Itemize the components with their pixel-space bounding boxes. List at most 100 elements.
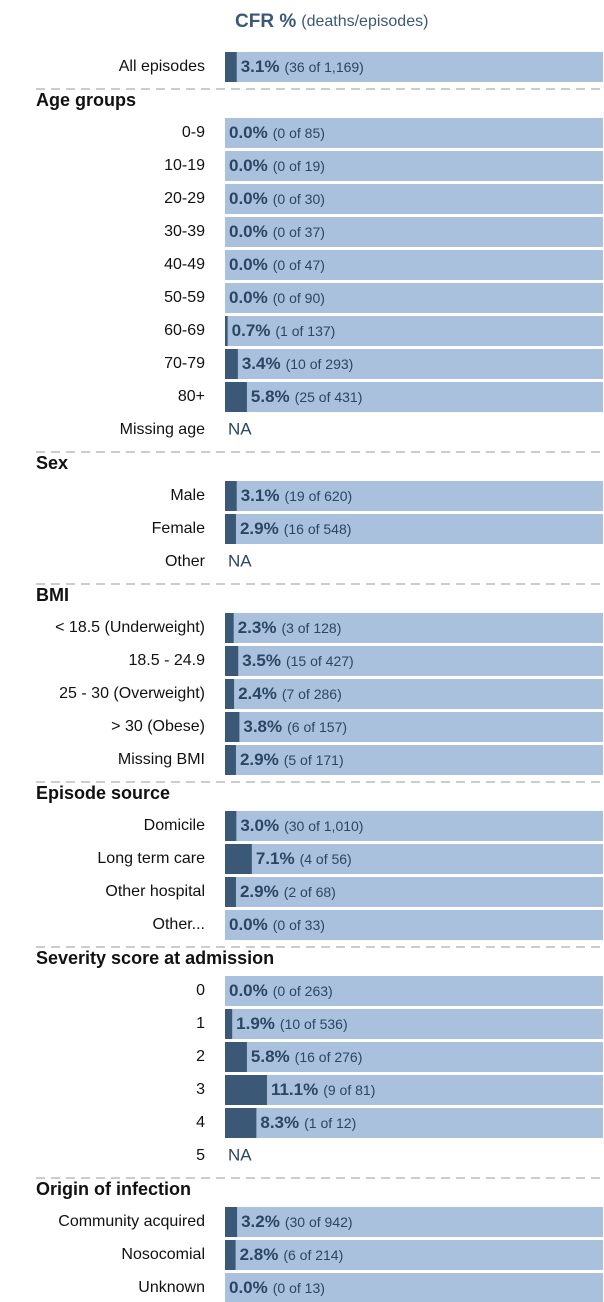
bar: [225, 613, 234, 643]
value-text: 0.0% (0 of 33): [229, 915, 325, 934]
value-label: NA: [228, 1145, 252, 1164]
group-title: Origin of infection: [36, 1179, 191, 1199]
row-label: 0: [196, 982, 205, 999]
group-title: Age groups: [36, 90, 136, 110]
group-title: Episode source: [36, 783, 170, 803]
bar-track: [225, 481, 603, 511]
value-label: 0.0%: [229, 915, 268, 934]
row-label: 4: [196, 1114, 205, 1131]
row-detail: (30 of 942): [285, 1214, 353, 1230]
row-detail: (16 of 548): [284, 521, 352, 537]
bar: [225, 52, 237, 82]
row-label: Domicile: [144, 817, 205, 834]
row-label: 5: [196, 1147, 205, 1164]
bar: [225, 514, 236, 544]
bar-track: [225, 613, 603, 643]
group-title: BMI: [36, 585, 69, 605]
value-text: 0.0% (0 of 37): [229, 222, 325, 241]
bar: [225, 877, 236, 907]
bar-track: [225, 745, 603, 775]
row-label: > 30 (Obese): [111, 718, 205, 735]
row-label: 2: [196, 1048, 205, 1065]
value-label: 3.1%: [241, 57, 280, 76]
value-label: 0.0%: [229, 189, 268, 208]
bar: [225, 745, 236, 775]
bar: [225, 316, 228, 346]
bar: [225, 811, 237, 841]
value-text: 0.7% (1 of 137): [232, 321, 336, 340]
bar-track: [225, 349, 603, 379]
value-label: 2.8%: [240, 1245, 279, 1264]
value-text: 3.2% (30 of 942): [241, 1212, 352, 1231]
bar-track: [225, 679, 603, 709]
row-label: Female: [152, 520, 205, 537]
row-label: All episodes: [119, 58, 205, 75]
value-text: 8.3% (1 of 12): [260, 1113, 356, 1132]
value-label: NA: [228, 419, 252, 438]
bar-track: [225, 844, 603, 874]
row-detail: (0 of 33): [273, 917, 325, 933]
value-label: 5.8%: [251, 1047, 290, 1066]
row-detail: (0 of 30): [273, 191, 325, 207]
row-detail: (30 of 1,010): [284, 818, 363, 834]
value-label: 2.9%: [240, 882, 279, 901]
value-label: 5.8%: [251, 387, 290, 406]
row-detail: (0 of 19): [273, 158, 325, 174]
bar: [225, 1009, 233, 1039]
row-label: Other: [165, 553, 206, 570]
value-label: 3.8%: [243, 717, 282, 736]
row-label: 40-49: [164, 256, 205, 273]
row-detail: (7 of 286): [282, 686, 342, 702]
value-text: 0.0% (0 of 30): [229, 189, 325, 208]
bar-track: [225, 712, 603, 742]
value-text: 3.1% (19 of 620): [241, 486, 352, 505]
row-detail: (0 of 90): [273, 290, 325, 306]
value-text: 3.8% (6 of 157): [243, 717, 347, 736]
row-detail: (16 of 276): [295, 1049, 363, 1065]
value-text: 0.0% (0 of 19): [229, 156, 325, 175]
value-label: 7.1%: [256, 849, 295, 868]
value-label: 3.0%: [240, 816, 279, 835]
bar-track: [225, 877, 603, 907]
row-label: Other...: [153, 916, 205, 933]
bar-track: [225, 1207, 603, 1237]
row-detail: (1 of 12): [304, 1115, 356, 1131]
bar-track: [225, 1108, 603, 1138]
bar-track: [225, 910, 603, 940]
value-label: 2.9%: [240, 750, 279, 769]
bar-track: [225, 1273, 603, 1302]
value-label: 0.0%: [229, 123, 268, 142]
row-label: 50-59: [164, 289, 205, 306]
row-detail: (0 of 47): [273, 257, 325, 273]
row-detail: (0 of 85): [273, 125, 325, 141]
row-label: 80+: [178, 388, 205, 405]
value-label: NA: [228, 551, 252, 570]
value-label: 11.1%: [271, 1080, 318, 1099]
row-detail: (6 of 214): [283, 1247, 343, 1263]
bar-track: [225, 1009, 603, 1039]
bar: [225, 1075, 267, 1105]
bar: [225, 1207, 238, 1237]
row-label: Missing BMI: [118, 751, 205, 768]
row-label: Community acquired: [58, 1213, 205, 1230]
row-label: 60-69: [164, 322, 205, 339]
bar-track: [225, 811, 603, 841]
bar: [225, 679, 235, 709]
bar-track: [225, 1075, 603, 1105]
value-text: 3.4% (10 of 293): [242, 354, 353, 373]
row-label: Other hospital: [105, 883, 205, 900]
bar: [225, 349, 238, 379]
row-detail: (25 of 431): [295, 389, 363, 405]
row-detail: (19 of 620): [284, 488, 352, 504]
row-label: 0-9: [182, 124, 205, 141]
row-detail: (3 of 128): [281, 620, 341, 636]
row-label: Missing age: [120, 421, 205, 438]
bar-track: [225, 1240, 603, 1270]
row-detail: (6 of 157): [287, 719, 347, 735]
chart-subtitle: (deaths/episodes): [301, 13, 428, 30]
value-label: 0.0%: [229, 981, 268, 1000]
row-label: 18.5 - 24.9: [129, 652, 206, 669]
row-label: 70-79: [164, 355, 205, 372]
value-text: 7.1% (4 of 56): [256, 849, 352, 868]
row-label: < 18.5 (Underweight): [55, 619, 205, 636]
